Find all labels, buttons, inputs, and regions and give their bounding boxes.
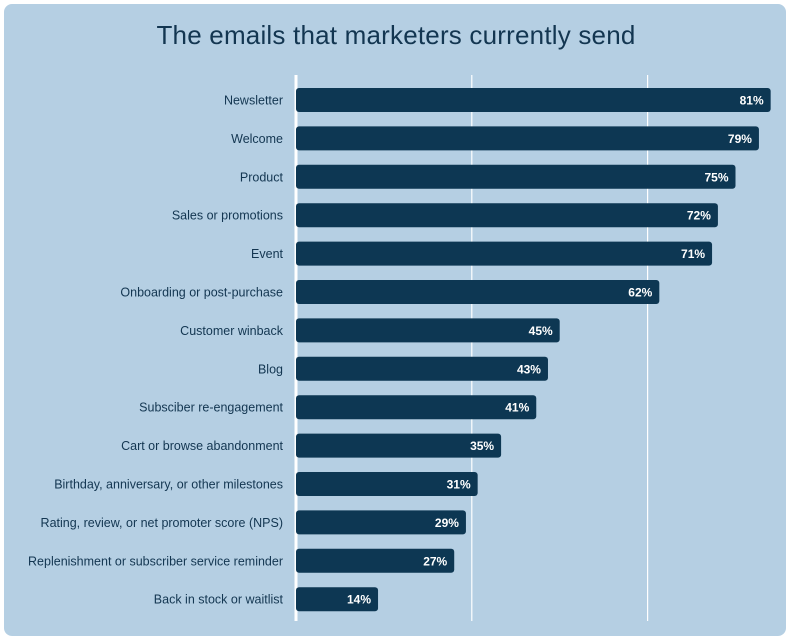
category-label: Product	[240, 170, 284, 184]
value-label: 14%	[347, 593, 371, 607]
category-label: Subsciber re-engagement	[139, 401, 283, 415]
category-label: Onboarding or post-purchase	[120, 286, 283, 300]
bar	[296, 356, 548, 381]
value-label: 75%	[704, 170, 728, 184]
bar	[296, 510, 466, 535]
value-label: 41%	[505, 401, 529, 415]
category-label: Customer winback	[180, 324, 284, 338]
category-label: Birthday, anniversary, or other mileston…	[54, 478, 283, 492]
value-label: 45%	[529, 324, 553, 338]
bar	[296, 548, 455, 573]
category-label: Newsletter	[224, 94, 283, 108]
value-label: 81%	[740, 94, 764, 108]
bar	[296, 280, 660, 304]
bar	[296, 126, 759, 151]
category-label: Sales or promotions	[172, 209, 283, 223]
category-label: Welcome	[231, 132, 283, 146]
chart-title: The emails that marketers currently send	[156, 20, 636, 50]
value-label: 62%	[628, 286, 652, 300]
bar	[296, 587, 379, 612]
bar	[296, 241, 713, 266]
bar	[296, 88, 771, 112]
category-label: Back in stock or waitlist	[154, 593, 284, 607]
value-label: 31%	[447, 478, 471, 492]
bar	[296, 395, 537, 420]
value-label: 71%	[681, 247, 705, 261]
bar	[296, 433, 502, 458]
value-label: 29%	[435, 516, 459, 530]
category-label: Rating, review, or net promoter score (N…	[41, 516, 283, 530]
category-label: Event	[251, 247, 283, 261]
bar	[296, 318, 560, 343]
value-label: 79%	[728, 132, 752, 146]
category-label: Replenishment or subscriber service remi…	[28, 554, 283, 568]
value-label: 72%	[687, 209, 711, 223]
value-label: 43%	[517, 362, 541, 376]
value-label: 35%	[470, 439, 494, 453]
category-label: Blog	[258, 362, 283, 376]
value-label: 27%	[423, 554, 447, 568]
bar	[296, 164, 736, 189]
category-label: Cart or browse abandonment	[121, 439, 283, 453]
bar	[296, 472, 478, 496]
bar	[296, 203, 718, 228]
